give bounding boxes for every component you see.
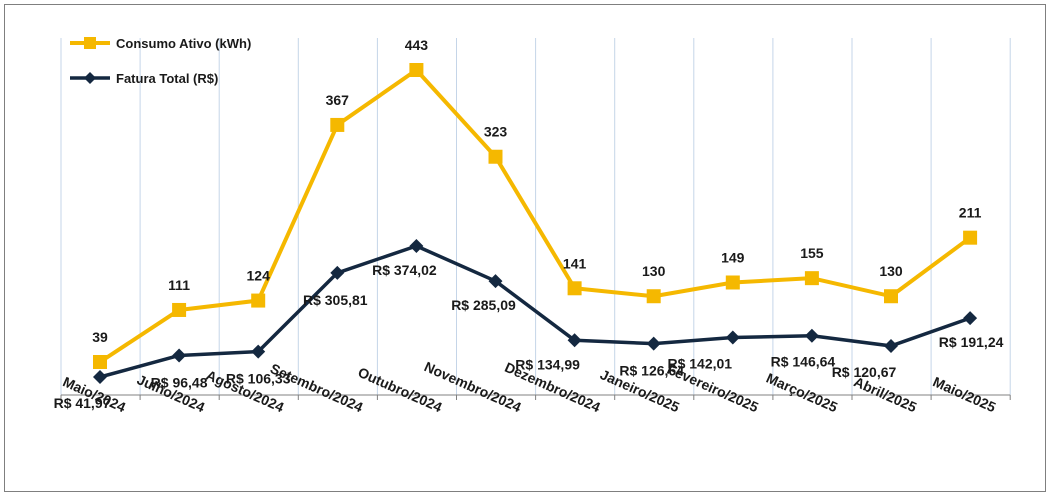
consumo-data-label: 130 <box>879 263 903 279</box>
legend: Consumo Ativo (kWh) Fatura Total (R$) <box>70 36 251 86</box>
fatura-marker <box>251 344 266 359</box>
fatura-data-label: R$ 120,67 <box>832 364 897 380</box>
consumo-data-label: 149 <box>721 249 745 265</box>
consumo-data-label: 323 <box>484 124 508 140</box>
fatura-marker <box>488 274 503 289</box>
fatura-data-label: R$ 41,97 <box>54 395 111 411</box>
consumo-marker <box>409 63 424 77</box>
fatura-data-label: R$ 146,64 <box>771 354 836 370</box>
legend-diamond-icon <box>84 72 96 84</box>
consumo-data-label: 130 <box>642 263 666 279</box>
fatura-marker <box>93 370 107 384</box>
fatura-marker <box>409 239 424 253</box>
legend-label: Consumo Ativo (kWh) <box>116 36 251 51</box>
consumo-marker <box>567 281 582 296</box>
consumo-marker <box>804 271 819 286</box>
consumo-marker <box>646 289 661 304</box>
fatura-data-label: R$ 191,24 <box>939 334 1004 350</box>
fatura-marker <box>330 265 345 280</box>
fatura-data-label: R$ 285,09 <box>451 297 516 313</box>
chart-frame <box>4 4 1046 492</box>
x-tick-label: Março/2025 <box>764 370 840 416</box>
consumo-marker <box>93 355 107 369</box>
consumo-marker <box>884 289 898 304</box>
fatura-data-label: R$ 96,48 <box>151 374 208 390</box>
fatura-data-label: R$ 134,99 <box>515 356 580 372</box>
consumo-marker <box>963 230 978 245</box>
consumo-data-label: 124 <box>247 268 271 284</box>
consumo-data-label: 39 <box>92 329 108 345</box>
consumo-data-label: 141 <box>563 255 587 271</box>
consumo-data-label: 111 <box>168 277 190 293</box>
legend-label: Fatura Total (R$) <box>116 71 218 86</box>
consumo-data-label: 367 <box>326 92 350 108</box>
fatura-data-label: R$ 106,33 <box>226 371 291 387</box>
fatura-marker <box>963 311 978 326</box>
fatura-data-label: R$ 305,81 <box>303 292 368 308</box>
consumo-line <box>98 68 972 364</box>
fatura-data-label: R$ 142,01 <box>667 356 732 372</box>
consumo-data-label: 155 <box>800 245 824 261</box>
consumo-marker <box>725 275 740 290</box>
fatura-marker <box>172 348 187 363</box>
consumo-marker <box>488 149 503 164</box>
consumo-data-label: 443 <box>405 37 429 53</box>
fatura-data-label: R$ 374,02 <box>372 262 437 278</box>
fatura-data-label: R$ 126,64 <box>619 363 684 379</box>
series-lines <box>93 63 978 384</box>
legend-square-icon <box>84 37 96 49</box>
fatura-marker <box>725 330 740 345</box>
fatura-marker <box>567 333 582 348</box>
consumo-marker <box>330 117 345 132</box>
x-tick-label: Maio/2025 <box>931 373 999 415</box>
consumo-data-label: 211 <box>959 205 982 221</box>
data-labels: 39 111 124 367 443 323 141 130 149 155 130 211 R$ 41… <box>54 37 1004 411</box>
fatura-marker <box>804 328 819 343</box>
fatura-marker <box>884 338 898 353</box>
consumo-marker <box>251 293 266 308</box>
fatura-marker <box>646 336 661 351</box>
grid <box>60 38 1011 395</box>
consumo-marker <box>172 302 187 317</box>
fatura-line <box>99 244 971 379</box>
